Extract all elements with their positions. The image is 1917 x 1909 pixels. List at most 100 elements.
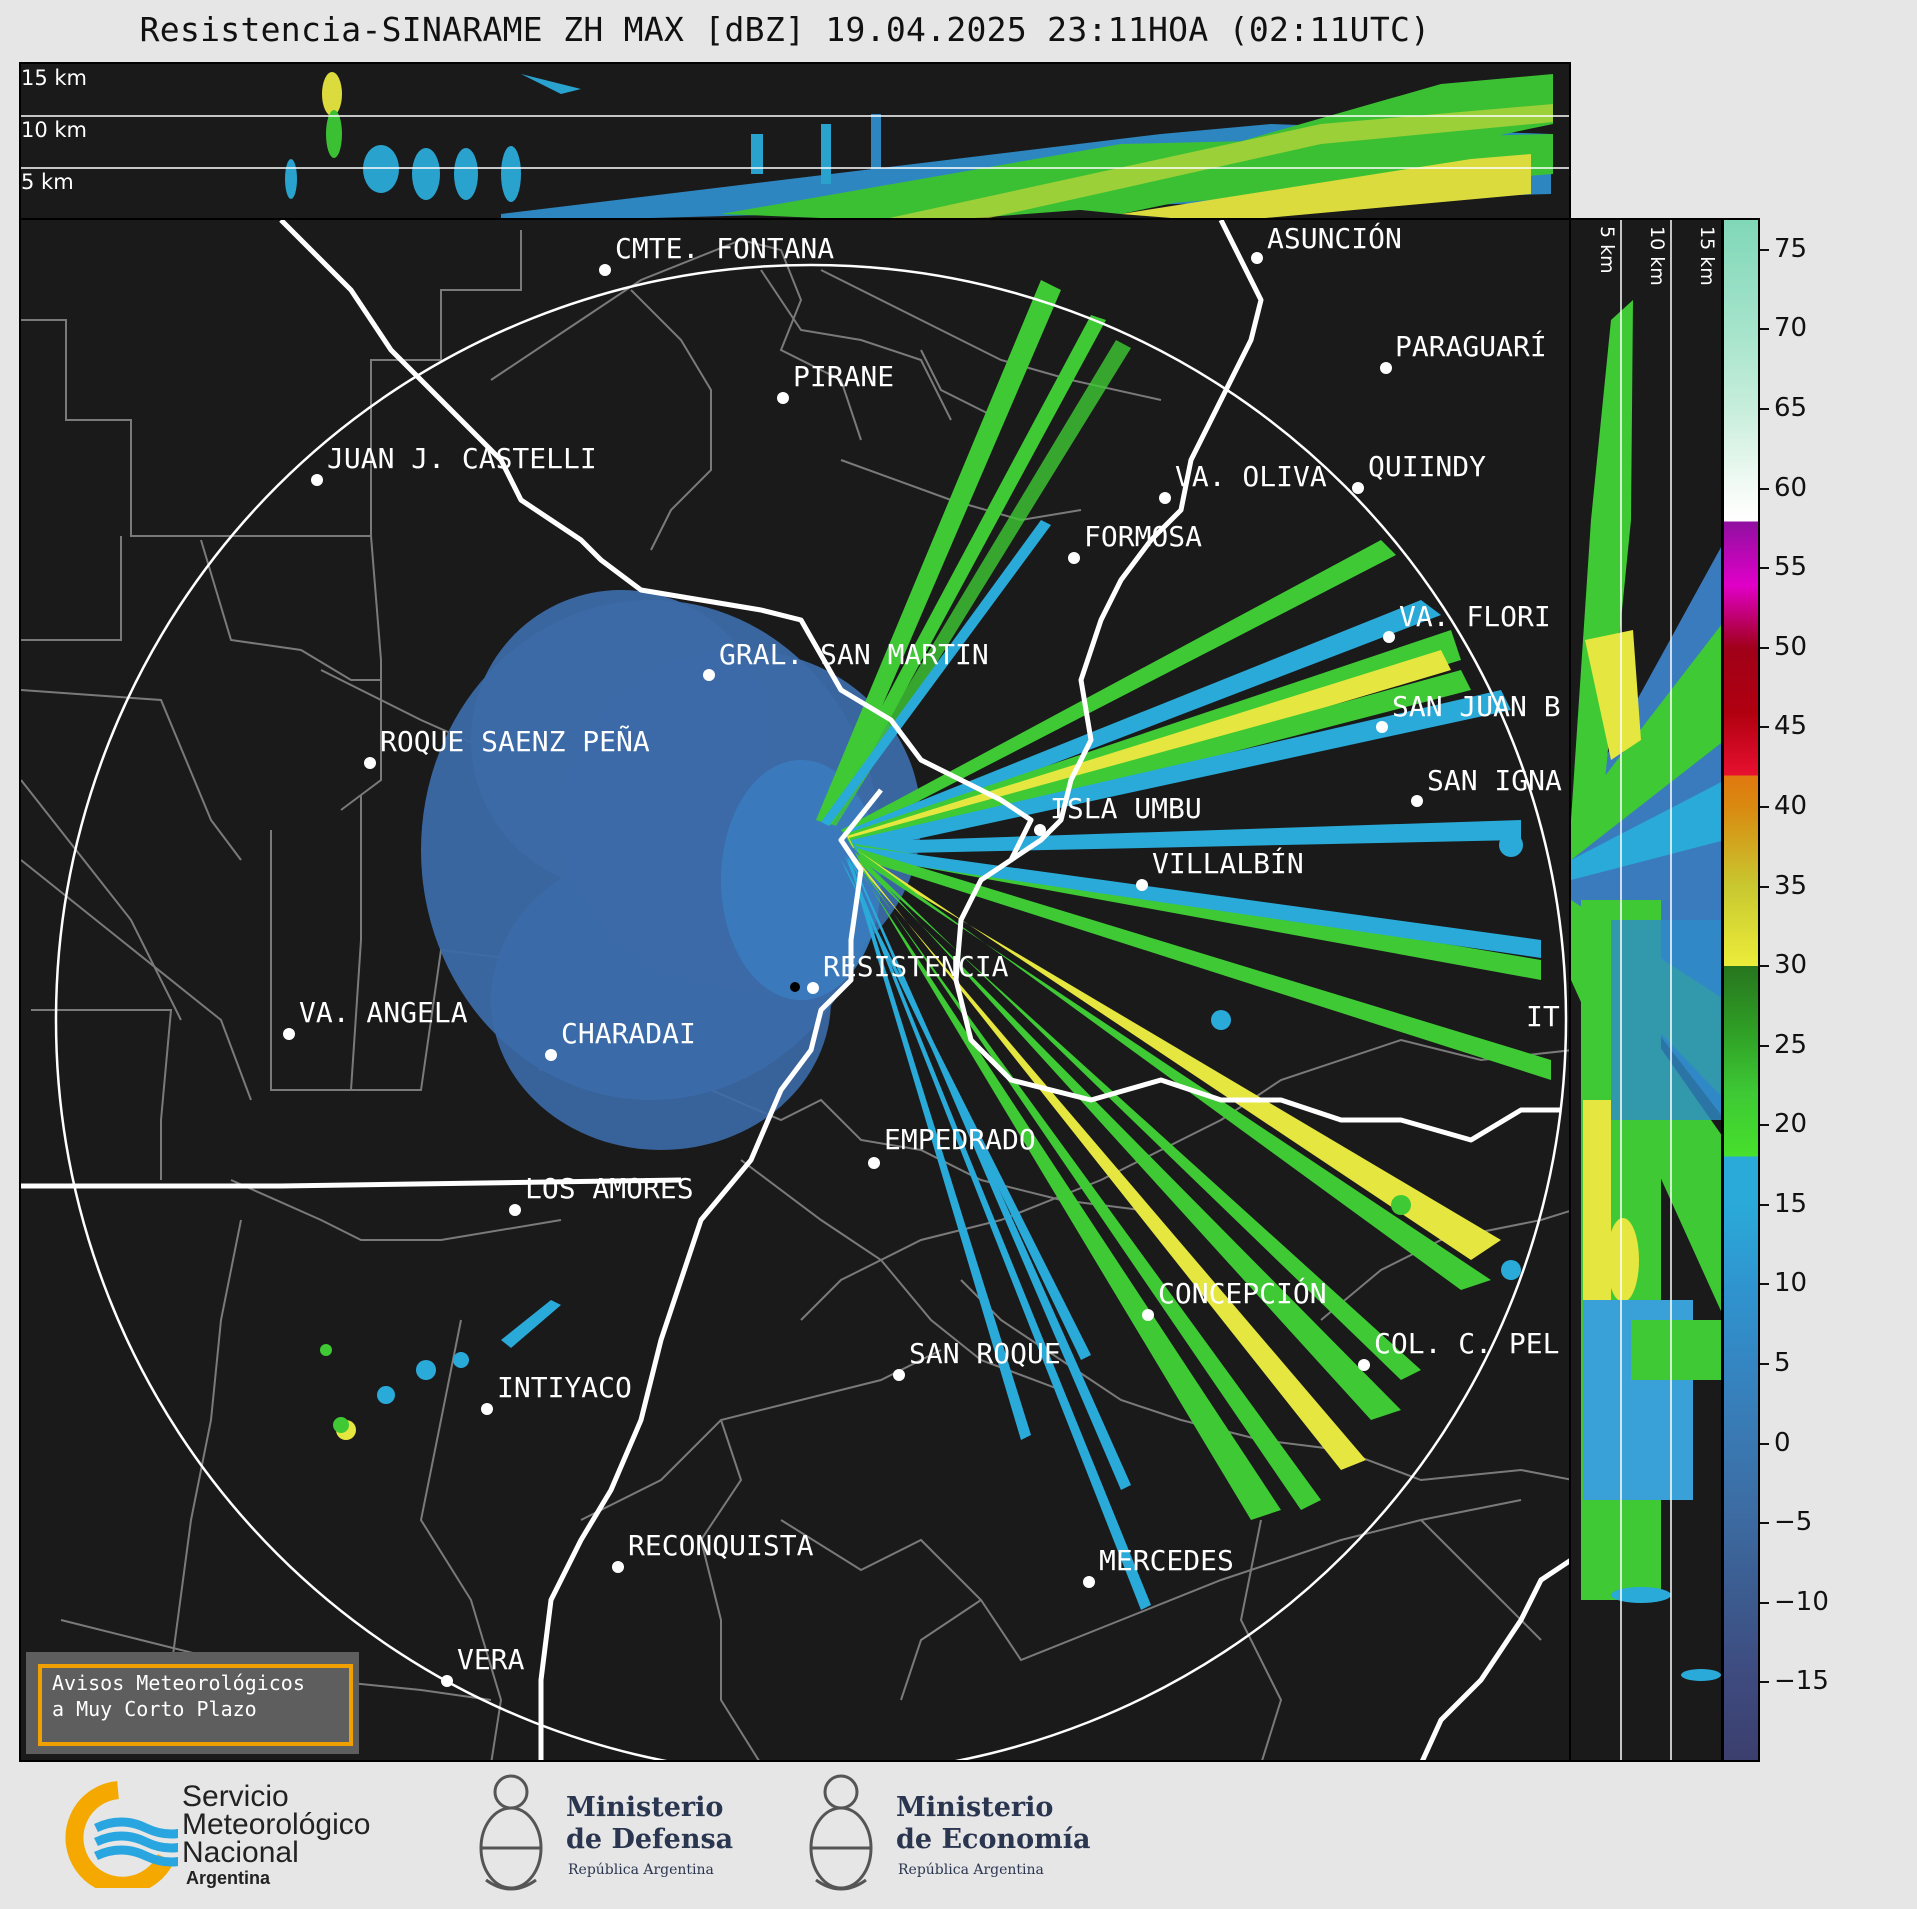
city-label: COL. C. PEL [1374,1327,1560,1360]
city-label: ASUNCIÓN [1267,222,1402,255]
colorbar-tick-label: 15 [1774,1188,1808,1219]
side-height-profile: 5 km 10 km 15 km [1569,218,1723,1762]
page-title: Resistencia-SINARAME ZH MAX [dBZ] 19.04.… [139,10,1431,49]
city-label: EMPEDRADO [884,1123,1036,1156]
colorbar-tick-mark [1760,805,1769,808]
city-label: PARAGUARÍ [1395,330,1547,363]
colorbar-tick-label: 30 [1774,950,1808,981]
city-label: CHARADAI [561,1017,696,1050]
city-dot [1142,1309,1154,1321]
colorbar-tick-label: 70 [1774,313,1808,344]
colorbar-tick-label: 10 [1774,1268,1808,1299]
smn-line-2: Meteorológico [182,1808,371,1841]
colorbar-tick-mark [1760,1601,1769,1604]
colorbar-tick-label: 75 [1774,233,1808,264]
colorbar-tick-mark [1760,1363,1769,1366]
colorbar-tick-label: 50 [1774,631,1808,662]
city-dot [545,1049,557,1061]
defensa-line-2: de Defensa [566,1824,734,1855]
rivers [21,220,1569,1760]
side-height-label-15km: 15 km [1696,226,1718,286]
city-dot [364,757,376,769]
city-dot [1083,1576,1095,1588]
city-dot [777,392,789,404]
admin-borders [21,230,1569,1760]
city-dot [868,1157,880,1169]
city-label: ISLA UMBU [1050,792,1202,825]
city-label: VILLALBÍN [1152,847,1304,880]
city-dot [1358,1359,1370,1371]
colorbar-tick-label: 5 [1774,1348,1791,1379]
side-profile-echoes [1571,220,1721,1760]
defensa-line-1: Ministerio [566,1792,724,1823]
colorbar-tick-mark [1760,1522,1769,1525]
colorbar-tick-mark [1760,567,1769,570]
argentina-coat-of-arms-icon [479,1774,543,1891]
city-label: INTIYACO [497,1371,632,1404]
height-label-10km: 10 km [21,118,88,142]
city-dot [1383,631,1395,643]
city-label: RECONQUISTA [628,1529,814,1562]
city-label: QUIINDY [1368,450,1487,483]
economia-line-2: de Economía [896,1824,1091,1855]
notice-line-2: a Muy Corto Plazo [52,1697,257,1721]
colorbar-tick-mark [1760,646,1769,649]
city-dot [509,1204,521,1216]
top-profile-echoes [21,72,1569,218]
colorbar-tick-mark [1760,1124,1769,1127]
economia-line-3: República Argentina [898,1862,1044,1878]
height-label-5km: 5 km [21,170,74,194]
city-label: VA. FLORI [1399,600,1551,633]
city-label: PIRANE [793,360,895,393]
footer-logos: Servicio Meteorológico Nacional Argentin… [0,1762,1917,1909]
colorbar-tick-mark [1760,1044,1769,1047]
radar-echoes [320,280,1551,1610]
city-label: SAN JUAN B [1392,690,1561,723]
city-dot [1136,879,1148,891]
city-dot [1411,795,1423,807]
colorbar-tick-label: −15 [1774,1666,1829,1697]
side-height-label-10km: 10 km [1646,226,1668,286]
city-dot [311,474,323,486]
colorbar-tick-label: 20 [1774,1109,1808,1140]
range-ring [54,263,1568,1760]
city-dot [703,669,715,681]
city-label: FORMOSA [1084,520,1203,553]
colorbar-tick-mark [1760,1681,1769,1684]
colorbar-tick-mark [1760,885,1769,888]
radar-map-canvas [21,220,1569,1760]
colorbar-tick-label: −10 [1774,1586,1829,1617]
colorbar-tick-label: 65 [1774,393,1808,423]
city-label: SAN ROQUE [909,1337,1061,1370]
city-label: CONCEPCIÓN [1158,1277,1327,1310]
colorbar-tick-mark [1760,965,1769,968]
city-dot [283,1028,295,1040]
colorbar-tick-mark [1760,726,1769,729]
colorbar-tick-mark [1760,1283,1769,1286]
short-term-warnings-notice[interactable]: Avisos Meteorológicos a Muy Corto Plazo [26,1652,359,1754]
city-dot [893,1369,905,1381]
city-label: VERA [457,1643,525,1676]
city-label: GRAL. SAN MARTIN [719,638,989,671]
colorbar-tick-mark [1760,328,1769,331]
colorbar-tick-mark [1760,487,1769,490]
colorbar-tick-label: 25 [1774,1029,1808,1060]
city-label: LOS AMORES [525,1172,694,1205]
city-dot [1034,824,1046,836]
colorbar-tick-label: 60 [1774,472,1808,503]
city-dot [612,1561,624,1573]
city-dot [481,1403,493,1415]
city-dot [441,1675,453,1687]
dbz-colorbar [1722,218,1760,1762]
city-dot [1352,482,1364,494]
city-label: IT [1526,1000,1560,1033]
city-label: JUAN J. CASTELLI [327,442,597,475]
city-dot [1068,552,1080,564]
colorbar-tick-label: 55 [1774,552,1808,583]
city-label: VA. ANGELA [299,996,468,1029]
smn-logo-icon [65,1781,178,1888]
city-dot [807,982,819,994]
defensa-line-3: República Argentina [568,1862,714,1878]
notice-frame: Avisos Meteorológicos a Muy Corto Plazo [38,1664,353,1746]
colorbar-tick-label: 35 [1774,870,1808,901]
